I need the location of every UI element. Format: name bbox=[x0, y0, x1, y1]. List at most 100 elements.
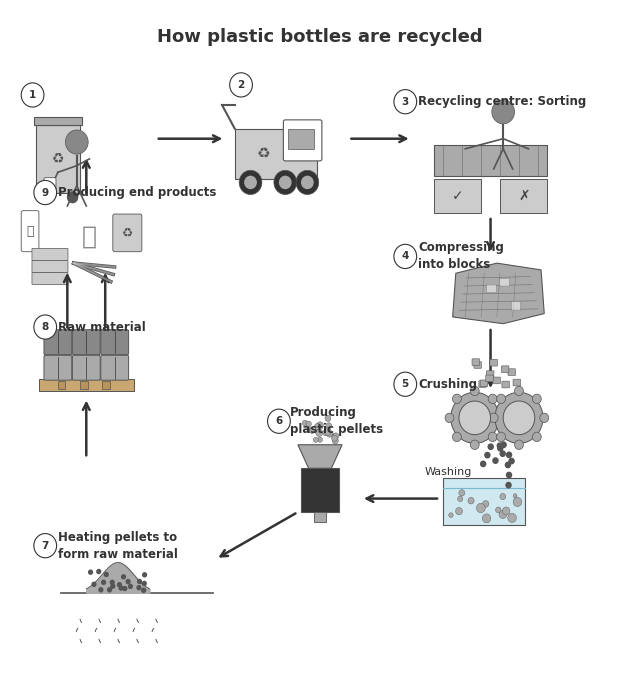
Circle shape bbox=[317, 422, 323, 429]
FancyBboxPatch shape bbox=[486, 375, 493, 382]
Circle shape bbox=[458, 496, 463, 502]
FancyBboxPatch shape bbox=[501, 366, 509, 373]
FancyBboxPatch shape bbox=[113, 214, 142, 252]
Circle shape bbox=[245, 176, 256, 189]
Circle shape bbox=[468, 497, 474, 504]
Circle shape bbox=[123, 586, 127, 590]
Circle shape bbox=[495, 413, 504, 423]
Circle shape bbox=[452, 394, 461, 404]
Circle shape bbox=[323, 430, 328, 436]
Circle shape bbox=[316, 429, 323, 437]
Circle shape bbox=[515, 440, 524, 449]
Text: ♻: ♻ bbox=[122, 226, 133, 240]
Circle shape bbox=[459, 401, 490, 434]
Circle shape bbox=[497, 394, 506, 404]
FancyBboxPatch shape bbox=[44, 355, 72, 380]
Circle shape bbox=[326, 431, 333, 437]
Circle shape bbox=[21, 83, 44, 107]
FancyBboxPatch shape bbox=[102, 381, 109, 389]
FancyBboxPatch shape bbox=[72, 330, 100, 355]
Circle shape bbox=[99, 588, 103, 592]
Text: ✗: ✗ bbox=[518, 189, 530, 203]
FancyBboxPatch shape bbox=[314, 512, 326, 522]
FancyBboxPatch shape bbox=[508, 369, 516, 375]
FancyBboxPatch shape bbox=[434, 146, 547, 176]
Circle shape bbox=[137, 586, 141, 590]
Circle shape bbox=[459, 490, 465, 496]
FancyBboxPatch shape bbox=[101, 355, 129, 380]
Circle shape bbox=[68, 192, 77, 203]
Circle shape bbox=[108, 588, 111, 592]
Circle shape bbox=[332, 438, 339, 444]
Circle shape bbox=[495, 392, 543, 443]
Circle shape bbox=[34, 533, 56, 558]
Text: 4: 4 bbox=[401, 251, 409, 262]
Circle shape bbox=[97, 569, 100, 573]
Circle shape bbox=[497, 443, 502, 448]
Circle shape bbox=[513, 497, 522, 507]
Text: 8: 8 bbox=[42, 322, 49, 332]
Circle shape bbox=[122, 575, 125, 579]
Circle shape bbox=[495, 507, 501, 513]
Text: Washing: Washing bbox=[424, 466, 472, 477]
FancyBboxPatch shape bbox=[72, 355, 100, 380]
Circle shape bbox=[485, 452, 490, 458]
Text: Recycling centre: Sorting: Recycling centre: Sorting bbox=[418, 95, 586, 108]
Text: 9: 9 bbox=[42, 187, 49, 197]
FancyBboxPatch shape bbox=[289, 129, 314, 148]
Circle shape bbox=[500, 451, 505, 456]
Circle shape bbox=[274, 170, 296, 195]
FancyBboxPatch shape bbox=[32, 249, 68, 260]
Circle shape bbox=[268, 409, 291, 433]
Circle shape bbox=[506, 452, 511, 458]
Text: ✓: ✓ bbox=[452, 189, 463, 203]
Circle shape bbox=[508, 513, 516, 522]
Text: 🍶: 🍶 bbox=[26, 225, 34, 238]
Circle shape bbox=[449, 513, 453, 518]
Circle shape bbox=[102, 580, 106, 584]
Circle shape bbox=[532, 394, 541, 404]
FancyBboxPatch shape bbox=[284, 120, 322, 161]
Text: Crushing: Crushing bbox=[418, 378, 477, 391]
Circle shape bbox=[488, 394, 497, 404]
Circle shape bbox=[230, 73, 252, 97]
Circle shape bbox=[394, 244, 417, 268]
Circle shape bbox=[501, 442, 506, 447]
Circle shape bbox=[506, 482, 511, 488]
Circle shape bbox=[333, 433, 339, 439]
Circle shape bbox=[280, 176, 291, 189]
FancyBboxPatch shape bbox=[513, 379, 520, 386]
FancyBboxPatch shape bbox=[502, 381, 509, 388]
Circle shape bbox=[483, 514, 491, 523]
FancyBboxPatch shape bbox=[479, 381, 486, 387]
Circle shape bbox=[119, 586, 123, 590]
Polygon shape bbox=[298, 445, 342, 469]
Circle shape bbox=[143, 582, 146, 586]
Circle shape bbox=[314, 437, 318, 443]
Circle shape bbox=[540, 413, 548, 423]
Circle shape bbox=[34, 180, 56, 204]
Circle shape bbox=[488, 432, 497, 441]
Circle shape bbox=[513, 494, 517, 498]
FancyBboxPatch shape bbox=[32, 260, 68, 272]
Circle shape bbox=[502, 507, 510, 515]
Circle shape bbox=[497, 432, 506, 441]
Circle shape bbox=[118, 583, 122, 587]
FancyBboxPatch shape bbox=[486, 370, 494, 377]
Circle shape bbox=[499, 510, 507, 518]
Circle shape bbox=[104, 573, 108, 576]
FancyBboxPatch shape bbox=[511, 302, 520, 310]
Circle shape bbox=[65, 130, 88, 154]
Text: 5: 5 bbox=[402, 379, 409, 390]
Circle shape bbox=[307, 427, 312, 432]
FancyBboxPatch shape bbox=[21, 210, 39, 252]
Circle shape bbox=[141, 588, 145, 592]
Text: Producing
plastic pellets: Producing plastic pellets bbox=[291, 407, 383, 437]
Circle shape bbox=[301, 176, 313, 189]
Polygon shape bbox=[452, 263, 544, 323]
Circle shape bbox=[302, 420, 308, 426]
FancyBboxPatch shape bbox=[58, 381, 65, 389]
Circle shape bbox=[445, 413, 454, 423]
FancyBboxPatch shape bbox=[44, 330, 72, 355]
Circle shape bbox=[110, 580, 114, 584]
